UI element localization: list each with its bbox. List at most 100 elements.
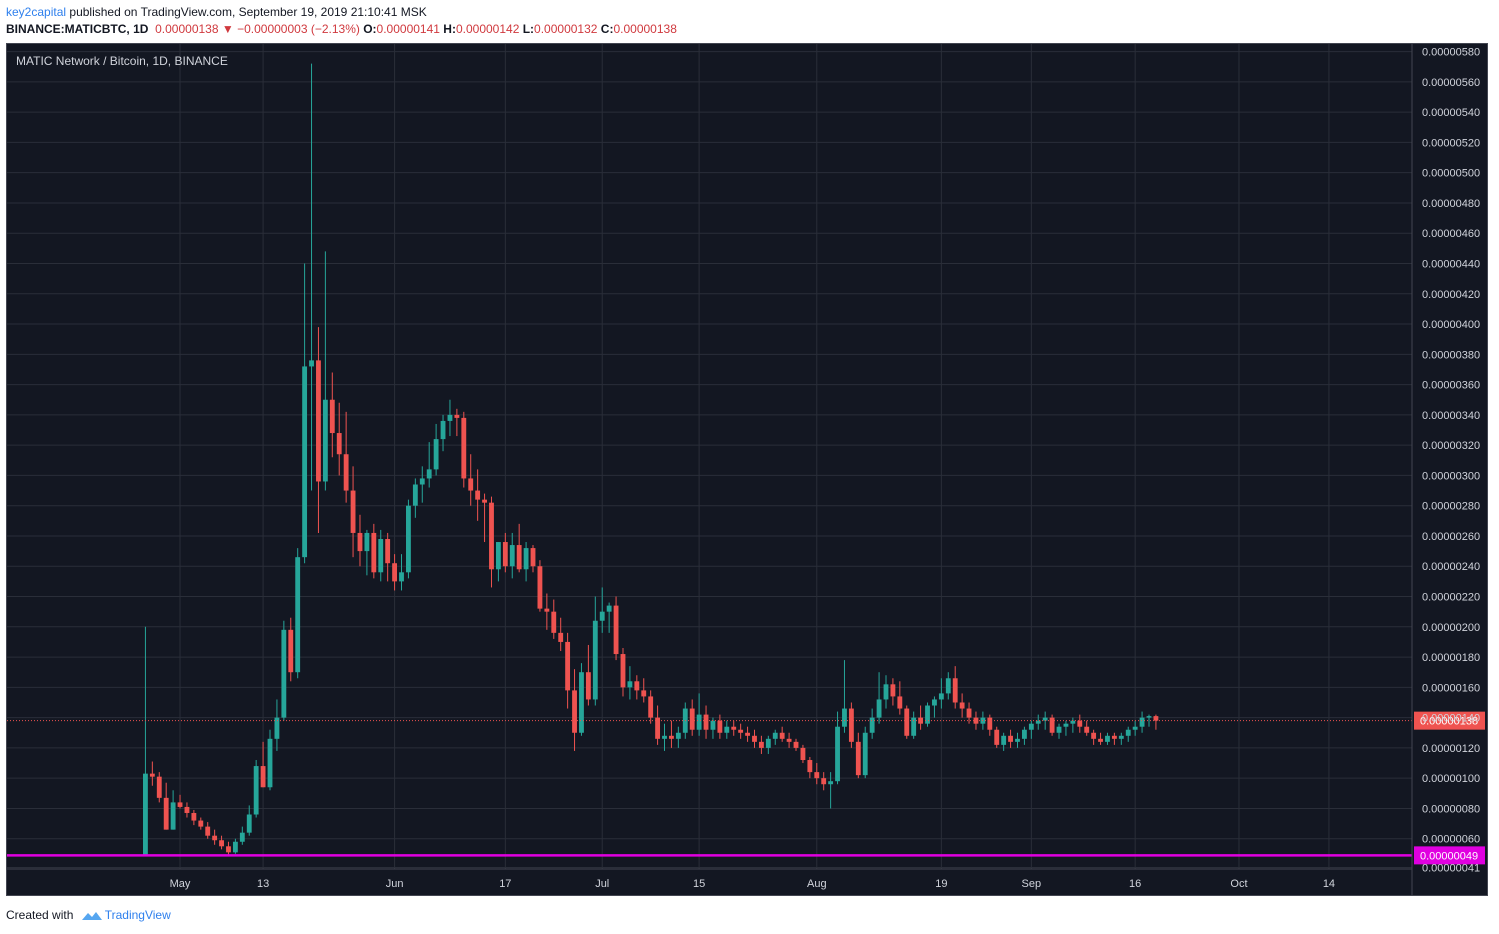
change-value: −0.00000003 (−2.13%) — [237, 22, 360, 36]
candle-body — [1035, 720, 1041, 724]
candlestick-chart[interactable]: 0.00000138 0.00000049 0.00000580 0.0000056… — [7, 44, 1487, 895]
candle-body — [952, 678, 958, 703]
candle-body — [357, 532, 363, 552]
published-text: published on TradingView.com, September … — [69, 5, 427, 19]
candle-body — [689, 708, 695, 730]
candle-body — [1146, 716, 1152, 718]
axes-layer: 0.00000580 0.00000560 0.00000540 0.00000520… — [7, 44, 1480, 895]
y-tick-label: 0.00000500 — [1422, 168, 1480, 180]
candles-layer — [143, 63, 1159, 856]
candle-body — [848, 708, 854, 742]
x-tick-label: 13 — [257, 878, 269, 890]
candle-body — [938, 693, 944, 700]
candle-body — [551, 611, 557, 633]
candle-body — [530, 548, 536, 567]
y-tick-label: 0.00000080 — [1422, 803, 1480, 815]
candle-body — [544, 608, 550, 612]
candle-body — [502, 542, 508, 567]
candle-body — [295, 557, 301, 673]
candle-body — [399, 572, 404, 582]
candle-body — [772, 732, 778, 739]
y-tick-label: 0.00000440 — [1422, 258, 1480, 270]
candle-body — [1118, 735, 1124, 739]
candle-body — [890, 684, 896, 697]
candle-body — [842, 708, 847, 727]
candle-body — [994, 729, 1000, 745]
candle-body — [807, 760, 813, 773]
y-tick-label: 0.00000400 — [1422, 319, 1480, 331]
candle-body — [606, 605, 612, 612]
candle-body — [627, 681, 633, 688]
y-tick-label: 0.00000320 — [1422, 440, 1480, 452]
candle-body — [406, 505, 411, 573]
y-tick-label: 0.00000340 — [1422, 410, 1480, 422]
chart-container[interactable]: 0.00000138 0.00000049 0.00000580 0.0000056… — [6, 43, 1488, 896]
candle-body — [932, 699, 937, 706]
candle-body — [343, 454, 349, 491]
candle-body — [309, 360, 314, 367]
x-tick-label: 15 — [693, 878, 705, 890]
candle-body — [232, 841, 238, 853]
x-tick-label: Oct — [1230, 878, 1247, 890]
candle-body — [703, 714, 709, 730]
candle-body — [302, 366, 308, 558]
y-tick-label: 0.00000560 — [1422, 77, 1480, 89]
candle-body — [447, 414, 453, 421]
publish-header: key2capital published on TradingView.com… — [6, 5, 427, 19]
candle-body — [281, 629, 287, 718]
x-tick-label: Jul — [595, 878, 609, 890]
candle-body — [322, 399, 328, 482]
candle-body — [482, 499, 487, 503]
candle-body — [696, 714, 702, 730]
candle-body — [156, 776, 162, 798]
candle-body — [288, 629, 294, 673]
candle-body — [862, 732, 868, 776]
candle-body — [177, 802, 183, 807]
low-label: L: — [522, 22, 535, 36]
y-tick-label: 0.00000160 — [1422, 682, 1480, 694]
y-tick-label: 0.00000360 — [1422, 380, 1480, 392]
x-tick-label: 14 — [1323, 878, 1335, 890]
candle-body — [489, 502, 494, 570]
candle-body — [731, 726, 737, 730]
candle-body — [1132, 726, 1138, 730]
y-tick-label: 0.00000220 — [1422, 592, 1480, 604]
y-tick-label: 0.00000420 — [1422, 289, 1480, 301]
candle-body — [959, 702, 965, 709]
candle-body — [620, 654, 626, 688]
y-tick-label: 0.00000460 — [1422, 228, 1480, 240]
tradingview-brand-link[interactable]: TradingView — [104, 908, 171, 922]
candle-body — [260, 766, 266, 788]
y-tick-label: 0.00000140 — [1422, 713, 1480, 725]
candle-body — [198, 820, 204, 827]
y-tick-label: 0.00000260 — [1422, 531, 1480, 543]
candle-body — [814, 772, 820, 779]
candle-body — [828, 781, 834, 785]
candle-body — [1049, 717, 1055, 733]
author-link[interactable]: key2capital — [6, 5, 67, 19]
x-tick-label: May — [170, 878, 191, 890]
candle-body — [669, 735, 674, 739]
candle-body — [219, 840, 224, 847]
candle-body — [745, 732, 750, 736]
candle-body — [350, 490, 356, 533]
x-tick-label: 19 — [935, 878, 947, 890]
candle-body — [758, 741, 764, 748]
candle-body — [579, 672, 584, 733]
candle-body — [835, 726, 840, 782]
candle-body — [966, 708, 972, 718]
candle-body — [336, 433, 342, 455]
candle-body — [516, 545, 522, 570]
high-value: 0.00000142 — [455, 22, 520, 36]
candle-body — [911, 717, 917, 736]
y-tick-label: 0.00000100 — [1422, 773, 1480, 785]
candle-body — [752, 735, 757, 742]
symbol-header: BINANCE:MATICBTC, 1D 0.00000138 ▼ −0.000… — [6, 22, 677, 36]
high-label: H: — [443, 22, 456, 36]
candle-body — [426, 469, 432, 479]
candle-body — [495, 542, 501, 570]
candle-body — [378, 539, 384, 573]
last-price-badge — [1414, 711, 1485, 730]
candle-body — [170, 802, 176, 830]
candle-body — [648, 696, 654, 718]
